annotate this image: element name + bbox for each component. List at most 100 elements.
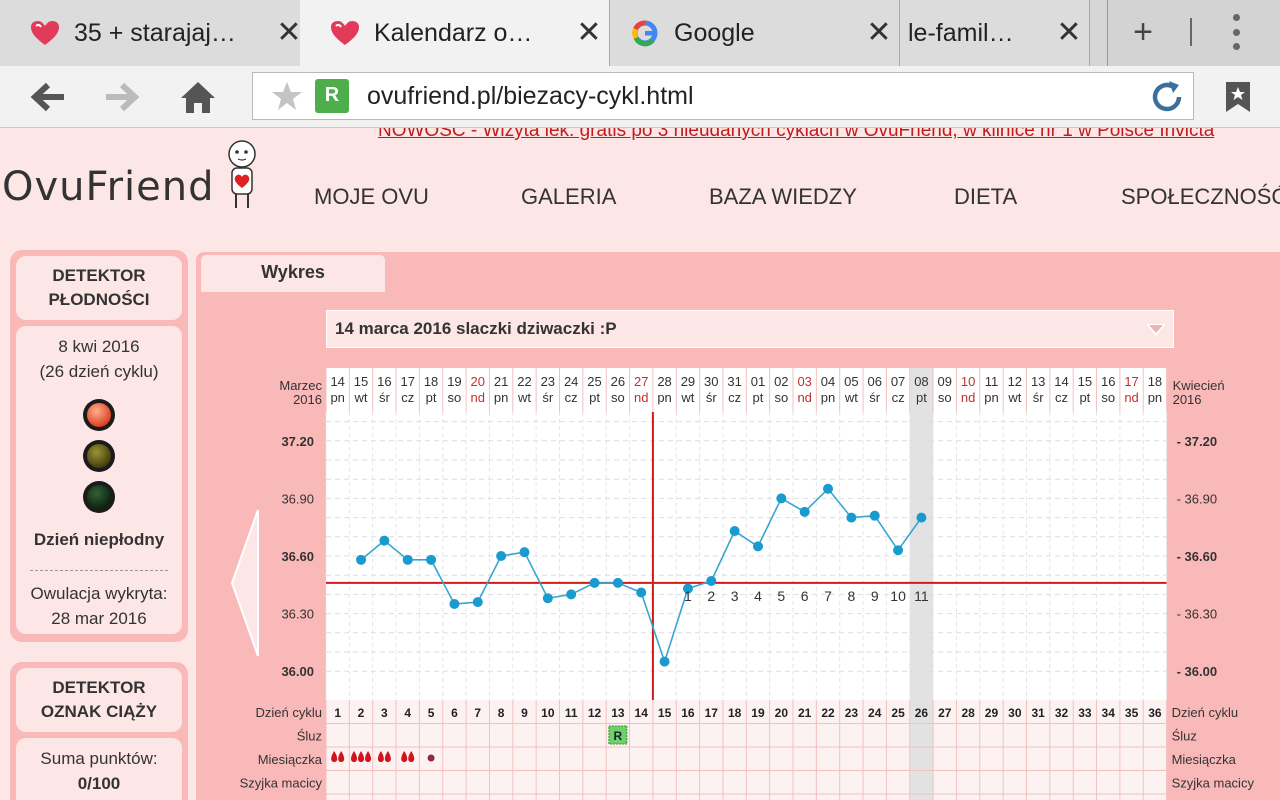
temperature-point (496, 551, 507, 561)
row-label-period: Miesiączka (258, 752, 323, 767)
cycle-day-number: 15 (658, 706, 672, 720)
close-icon[interactable]: ✕ (866, 16, 892, 49)
bookmarks-button[interactable] (1216, 75, 1260, 119)
new-tab-button[interactable]: + (1133, 13, 1153, 51)
cycle-day-number: 22 (821, 706, 835, 720)
weekday-label: pt (916, 390, 927, 405)
temperature-point (356, 554, 367, 565)
tab-wykres[interactable]: Wykres (198, 252, 388, 292)
temperature-point (612, 577, 623, 588)
y-tick-left: 36.00 (281, 664, 314, 679)
spotting-dot (427, 754, 435, 762)
site-icon: R (315, 79, 349, 113)
menu-icon[interactable] (1226, 14, 1246, 50)
date-number: 03 (797, 374, 811, 389)
row-label-cycle-day-right: Dzień cyklu (1172, 705, 1238, 720)
period-drop-icon (351, 751, 358, 762)
date-number: 11 (985, 374, 999, 389)
chevron-down-icon (1146, 324, 1166, 336)
date-number: 21 (494, 374, 508, 389)
fertility-status: Dzień niepłodny (33, 530, 165, 549)
weekday-label: nd (797, 390, 811, 405)
nav-moje-ovu[interactable]: MOJE OVU (314, 184, 429, 209)
date-number: 16 (377, 374, 391, 389)
reload-icon[interactable] (1149, 79, 1185, 120)
phase-label: 6 (801, 588, 809, 604)
cycle-day-number: 25 (891, 706, 905, 720)
close-icon[interactable]: ✕ (1056, 16, 1082, 49)
month-label-right: Kwiecień (1173, 378, 1225, 393)
cycle-day-number: 33 (1078, 706, 1092, 720)
tab-title: 35 + starajaj… (74, 18, 236, 47)
logo-text[interactable]: OvuFriend (2, 164, 215, 210)
nav-dieta[interactable]: DIETA (954, 184, 1018, 209)
fertility-cycle-day: (26 dzień cyklu) (39, 362, 159, 381)
date-number: 27 (634, 374, 648, 389)
logo-figure-icon (222, 138, 262, 215)
temperature-point (846, 512, 857, 523)
cycle-day-number: 36 (1148, 706, 1162, 720)
phase-label: 7 (824, 588, 832, 604)
phase-label: 4 (754, 588, 762, 604)
temperature-point (893, 545, 904, 556)
url-text[interactable]: ovufriend.pl/biezacy-cykl.html (367, 82, 694, 110)
tab-kalendarz[interactable]: Kalendarz o… ✕ (300, 0, 610, 66)
back-arrow-icon (30, 82, 64, 112)
cycle-day-number: 9 (521, 706, 528, 720)
nav-baza-wiedzy[interactable]: BAZA WIEDZY (709, 184, 857, 209)
phase-label: 9 (871, 588, 879, 604)
row-label-cycle-day: Dzień cyklu (256, 705, 322, 720)
date-number: 09 (938, 374, 952, 389)
back-button[interactable] (26, 75, 70, 119)
y-tick-right: - 36.00 (1177, 664, 1217, 679)
date-number: 08 (914, 374, 928, 389)
forward-button[interactable] (100, 75, 144, 119)
tab-le-familia[interactable]: le-famil… ✕ (900, 0, 1090, 66)
weekday-label: cz (728, 390, 741, 405)
row-label-cervix-right: Szyjka macicy (1172, 776, 1255, 791)
tab-google[interactable]: Google ✕ (610, 0, 900, 66)
weekday-label: wt (1007, 390, 1021, 405)
weekday-label: pn (821, 390, 835, 405)
weekday-label: pt (589, 390, 600, 405)
temperature-point (566, 589, 577, 600)
pregnancy-detector-body: Suma punktów: 0/100 (16, 738, 182, 800)
points-label: Suma punktów: (40, 749, 158, 768)
date-number: 15 (1078, 374, 1092, 389)
tab-35-starajace[interactable]: 35 + starajaj… ✕ (0, 0, 310, 66)
temperature-point (799, 506, 810, 517)
row-label-mucus-right: Śluz (1172, 729, 1197, 744)
weekday-label: nd (634, 390, 648, 405)
temperature-chart: Marzec2016Kwiecień201614pn15wt16śr17cz18… (240, 368, 1255, 800)
cycle-day-number: 32 (1055, 706, 1069, 720)
browser-toolbar: R ovufriend.pl/biezacy-cykl.html (0, 66, 1280, 128)
temperature-point (402, 554, 413, 565)
cycle-selector[interactable]: 14 marca 2016 slaczki dziwaczki :P (326, 310, 1174, 348)
pregnancy-detector: DETEKTOR OZNAK CIĄŻY Suma punktów: 0/100 (10, 662, 188, 800)
nav-galeria[interactable]: GALERIA (521, 184, 617, 209)
weekday-label: cz (401, 390, 414, 405)
cycle-day-number: 27 (938, 706, 952, 720)
period-drop-icon (377, 751, 384, 762)
phase-label: 1 (684, 588, 692, 604)
close-icon[interactable]: ✕ (576, 16, 602, 49)
nav-spolecznosc[interactable]: SPOŁECZNOŚĆ (1121, 184, 1280, 209)
address-bar[interactable]: R ovufriend.pl/biezacy-cykl.html (252, 72, 1194, 120)
cycle-day-number: 14 (635, 706, 649, 720)
points-value: 0/100 (77, 774, 121, 793)
cycle-day-number: 28 (961, 706, 975, 720)
temperature-point (916, 512, 927, 523)
previous-cycle-arrow[interactable] (230, 508, 260, 658)
fertility-date: 8 kwi 2016 (58, 337, 140, 356)
temperature-point (869, 510, 880, 521)
news-link[interactable]: NOWOŚĆ - Wizyta lek. gratis po 3 nieudan… (378, 128, 1215, 141)
star-icon[interactable] (271, 81, 303, 116)
ovulation-date: 28 mar 2016 (51, 609, 147, 628)
home-button[interactable] (176, 75, 220, 119)
cycle-day-number: 7 (474, 706, 481, 720)
close-icon[interactable]: ✕ (276, 16, 302, 49)
y-tick-left: 36.60 (281, 549, 314, 564)
cycle-day-number: 16 (681, 706, 695, 720)
y-tick-left: 37.20 (281, 434, 314, 449)
date-number: 13 (1031, 374, 1045, 389)
